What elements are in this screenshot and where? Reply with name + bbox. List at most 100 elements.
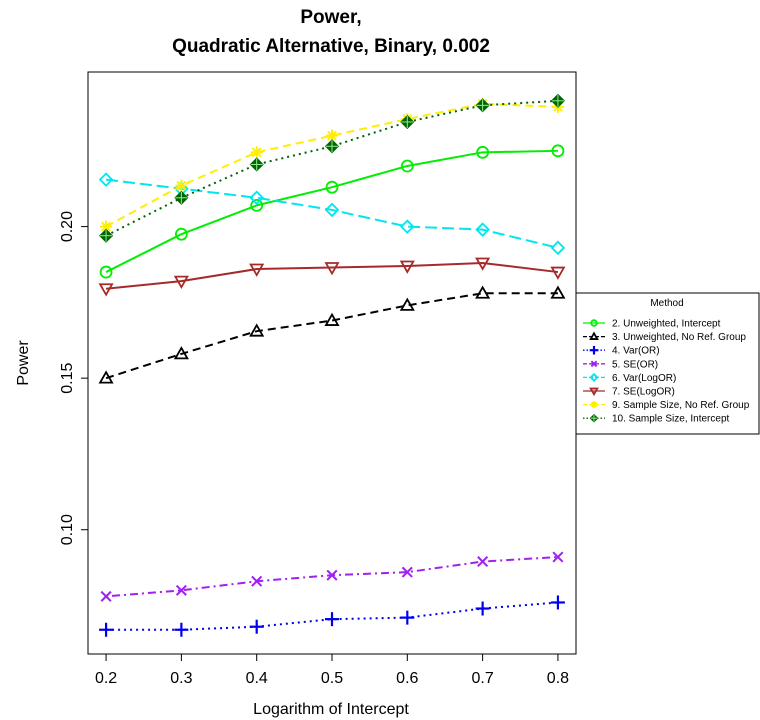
point-marker <box>249 263 265 277</box>
x-axis: 0.2 0.3 0.4 0.5 0.6 0.7 0.8 <box>95 653 569 687</box>
legend-entry: 2. Unweighted, Intercept <box>583 319 721 330</box>
x-tick-label: 0.8 <box>547 670 569 687</box>
point-marker <box>550 285 566 299</box>
legend-label: 10. Sample Size, Intercept <box>612 414 730 425</box>
series-line <box>105 292 558 380</box>
point-marker <box>99 228 114 243</box>
legend-entry: 4. Var(OR) <box>583 346 660 357</box>
legend-label: 5. SE(OR) <box>612 359 658 370</box>
point-marker <box>324 202 340 218</box>
legend-label: 4. Var(OR) <box>612 346 660 357</box>
x-axis-label: Logarithm of Intercept <box>253 701 409 718</box>
point-marker <box>589 331 599 340</box>
plot-frame <box>87 71 577 655</box>
point-marker <box>249 190 264 206</box>
point-marker <box>476 145 490 159</box>
point-marker <box>475 285 491 299</box>
series-line <box>105 149 558 273</box>
point-marker <box>98 283 114 297</box>
point-marker <box>589 372 599 382</box>
series-5 <box>98 172 566 256</box>
point-marker <box>590 401 598 408</box>
y-tick-label: 0.20 <box>59 211 76 242</box>
point-marker <box>550 266 566 280</box>
point-marker <box>399 297 415 311</box>
x-tick-label: 0.4 <box>246 670 268 687</box>
point-marker <box>400 159 414 173</box>
legend-label: 9. Sample Size, No Ref. Group <box>612 400 750 411</box>
point-marker <box>552 551 564 563</box>
legend-entry: 10. Sample Size, Intercept <box>583 414 730 425</box>
legend-entry: 9. Sample Size, No Ref. Group <box>583 400 750 411</box>
x-tick-label: 0.7 <box>471 670 493 687</box>
series-line <box>105 102 558 228</box>
series-2 <box>98 285 566 384</box>
point-marker <box>249 323 265 337</box>
series-7 <box>100 97 564 233</box>
point-marker <box>100 590 112 602</box>
legend-entries: 2. Unweighted, Intercept 3. Unweighted, N… <box>583 319 750 425</box>
point-marker <box>251 575 263 587</box>
series-6 <box>98 257 566 297</box>
legend-entry: 6. Var(LogOR) <box>583 372 676 384</box>
y-tick-label: 0.10 <box>59 514 76 545</box>
point-marker <box>400 114 415 130</box>
series-line <box>105 556 558 598</box>
point-marker <box>174 622 189 637</box>
series-8 <box>99 93 565 243</box>
point-marker <box>174 190 189 205</box>
point-marker <box>589 387 599 397</box>
point-marker <box>324 139 340 154</box>
legend-label: 6. Var(LogOR) <box>612 373 676 384</box>
point-marker <box>325 180 339 194</box>
chart-title-line1: Power, <box>300 7 361 28</box>
point-marker <box>175 584 187 596</box>
legend-label: 2. Unweighted, Intercept <box>612 319 721 330</box>
chart-title-line2: Quadratic Alternative, Binary, 0.002 <box>172 36 490 57</box>
series-1 <box>99 144 565 279</box>
point-marker <box>173 275 189 289</box>
point-marker <box>475 257 491 271</box>
y-axis-label: Power <box>15 340 32 386</box>
point-marker <box>250 198 264 212</box>
point-marker <box>250 146 263 159</box>
x-tick-label: 0.6 <box>396 670 418 687</box>
series-4 <box>100 551 564 602</box>
point-marker <box>401 566 413 578</box>
point-marker <box>399 260 415 274</box>
point-marker <box>324 312 340 326</box>
x-tick-label: 0.3 <box>170 670 192 687</box>
legend: Method 2. Unweighted, Intercept 3. Unweig… <box>575 292 760 435</box>
point-marker <box>475 601 490 616</box>
x-tick-label: 0.2 <box>95 670 117 687</box>
series-line <box>105 261 559 290</box>
point-marker <box>550 240 566 256</box>
point-marker <box>99 265 113 279</box>
y-axis: 0.10 0.15 0.20 <box>59 211 88 545</box>
point-marker <box>475 222 490 237</box>
legend-box <box>575 292 760 435</box>
point-marker <box>175 179 188 192</box>
point-marker <box>477 556 489 568</box>
point-marker <box>324 262 340 276</box>
legend-entry: 3. Unweighted, No Ref. Group <box>583 331 746 343</box>
x-tick-label: 0.5 <box>321 670 343 687</box>
point-marker <box>249 157 264 172</box>
point-marker <box>589 345 599 355</box>
series-3 <box>99 595 565 637</box>
point-marker <box>550 595 565 610</box>
legend-title: Method <box>650 298 683 309</box>
point-marker <box>98 370 114 384</box>
legend-label: 7. SE(LogOR) <box>612 387 675 398</box>
point-marker <box>174 227 188 241</box>
y-tick-label: 0.15 <box>59 362 76 393</box>
point-marker <box>99 622 114 637</box>
point-marker <box>249 619 264 634</box>
series-layer <box>98 93 566 637</box>
point-marker <box>400 219 415 234</box>
point-marker <box>326 569 338 581</box>
point-marker <box>400 610 415 625</box>
point-marker <box>173 346 189 360</box>
point-marker <box>325 612 339 627</box>
